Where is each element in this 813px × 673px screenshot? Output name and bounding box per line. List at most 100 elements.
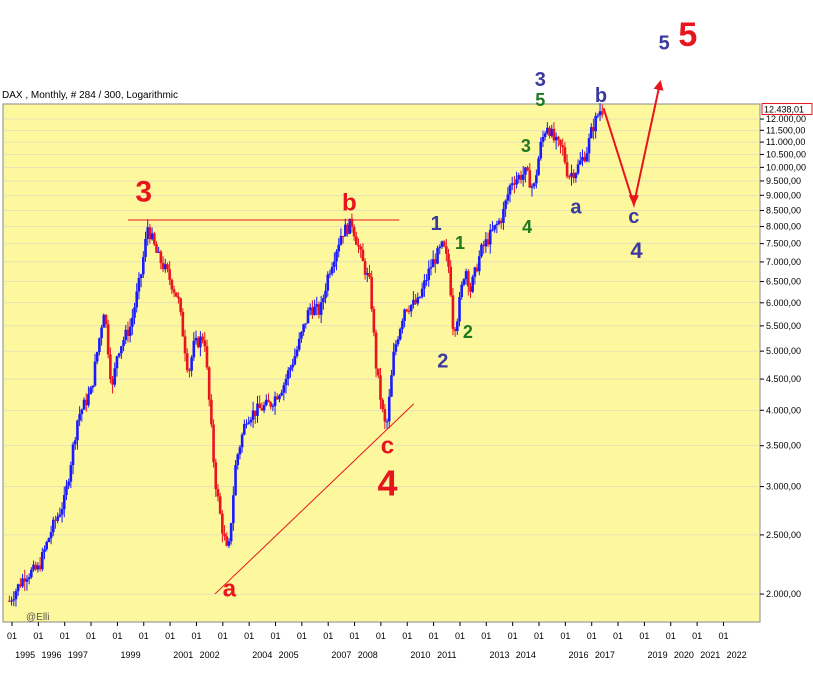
wave-label: 4 [377, 463, 397, 504]
x-tick-month-label: 01 [587, 631, 597, 641]
price-bar-body [543, 133, 547, 137]
price-bar-body [179, 298, 182, 312]
price-bar-body [30, 569, 33, 578]
price-bar-body [517, 175, 521, 180]
price-bar-body [148, 227, 152, 240]
price-bar-body [67, 481, 70, 486]
price-bar-body [519, 175, 523, 180]
price-bar-body [240, 434, 244, 448]
price-bar-body [600, 111, 604, 115]
price-bar-body [14, 591, 18, 600]
price-bar-body [477, 256, 481, 272]
wave-label: a [223, 576, 237, 603]
price-bar-body [168, 269, 171, 280]
x-tick-month-label: 01 [534, 631, 544, 641]
price-bar-body [552, 128, 556, 141]
price-bar-body [568, 176, 571, 178]
x-year-label: 2004 [252, 650, 272, 660]
price-bar-body [383, 409, 387, 422]
y-tick-label: 12.000,00 [766, 114, 806, 124]
price-bar-body [315, 304, 319, 307]
y-tick-label: 4.000,00 [766, 405, 801, 415]
price-bar-body [120, 346, 123, 354]
trend-lines [127, 80, 664, 595]
y-tick-label: 4.500,00 [766, 374, 801, 384]
price-bar-body [161, 263, 165, 270]
price-bar-body [56, 516, 59, 521]
price-bar-body [34, 564, 38, 570]
price-bar-body [365, 273, 369, 275]
price-bar-body [456, 321, 459, 332]
price-bar-body [368, 273, 371, 277]
price-bar-body [221, 513, 224, 534]
price-bar-body [344, 224, 347, 237]
price-bar-body [115, 356, 119, 369]
x-year-label: 1997 [68, 650, 88, 660]
x-tick-month-label: 01 [718, 631, 728, 641]
price-bar-body [245, 423, 248, 425]
wave-label: 5 [535, 90, 545, 110]
price-bar-body [199, 336, 202, 348]
wave-label: 5 [659, 32, 670, 54]
price-bar-body [32, 564, 35, 570]
price-bar-body [45, 541, 48, 550]
price-bar-body [205, 346, 209, 368]
price-bar-body [581, 157, 584, 161]
projection-trough-arrowhead [628, 195, 639, 207]
y-tick-label: 10.500,00 [766, 149, 806, 159]
price-bar-body [539, 141, 543, 159]
price-bar-body [326, 274, 330, 291]
price-bar-body [374, 332, 378, 369]
price-bar-body [84, 399, 88, 406]
y-tick-label: 11.000,00 [766, 137, 805, 147]
price-bar-body [93, 361, 97, 386]
price-bar-body [442, 241, 446, 247]
price-bar-body [598, 111, 602, 116]
price-bar-body [43, 549, 46, 553]
price-bar-body [576, 164, 580, 174]
price-bar-body [401, 320, 404, 329]
price-bar-body [438, 246, 442, 249]
price-bar-body [19, 584, 22, 587]
price-bar-body [594, 116, 597, 132]
price-bar-body [146, 227, 150, 239]
price-bar-body [596, 115, 600, 117]
x-tick-month-label: 01 [429, 631, 439, 641]
price-bar-body [12, 599, 16, 601]
price-bar-body [289, 367, 292, 371]
price-bar-body [528, 170, 532, 188]
x-tick-month-label: 01 [323, 631, 333, 641]
x-year-label: 2010 [410, 650, 430, 660]
x-year-label: 1995 [15, 650, 35, 660]
price-bar-body [387, 396, 391, 422]
price-bar-body [313, 306, 316, 315]
price-bar-body [251, 410, 255, 420]
price-bar-body [139, 274, 143, 279]
price-bar-body [238, 447, 242, 455]
price-bar-body [267, 399, 270, 403]
wave-label: 4 [630, 238, 643, 263]
price-bar-body [453, 328, 457, 332]
x-tick-month-label: 01 [139, 631, 149, 641]
price-bar-body [412, 299, 415, 305]
price-bar-body [306, 310, 310, 324]
price-bar-body [291, 364, 294, 368]
y-tick-label: 6.500,00 [766, 277, 801, 287]
price-bar-body [561, 145, 565, 148]
price-bar-body [317, 304, 321, 315]
price-bar-body [207, 367, 211, 400]
price-bar-body [449, 266, 453, 296]
price-bar-body [473, 267, 477, 277]
price-bar-body [319, 302, 323, 315]
price-bar-body [264, 399, 268, 406]
price-bar-body [194, 337, 198, 341]
price-bar-body [420, 288, 424, 297]
price-bar-body [177, 296, 180, 299]
price-bar-body [256, 403, 259, 416]
x-axis: 01 01 01 01 01 01 01 01 01 01 01 01 01 01 01 01 01 01 01 01… [7, 622, 747, 660]
y-tick-label: 7.000,00 [766, 257, 801, 267]
x-tick-month-label: 01 [86, 631, 96, 641]
y-tick-label: 3.000,00 [766, 482, 801, 492]
wave-label: 3 [535, 69, 546, 91]
